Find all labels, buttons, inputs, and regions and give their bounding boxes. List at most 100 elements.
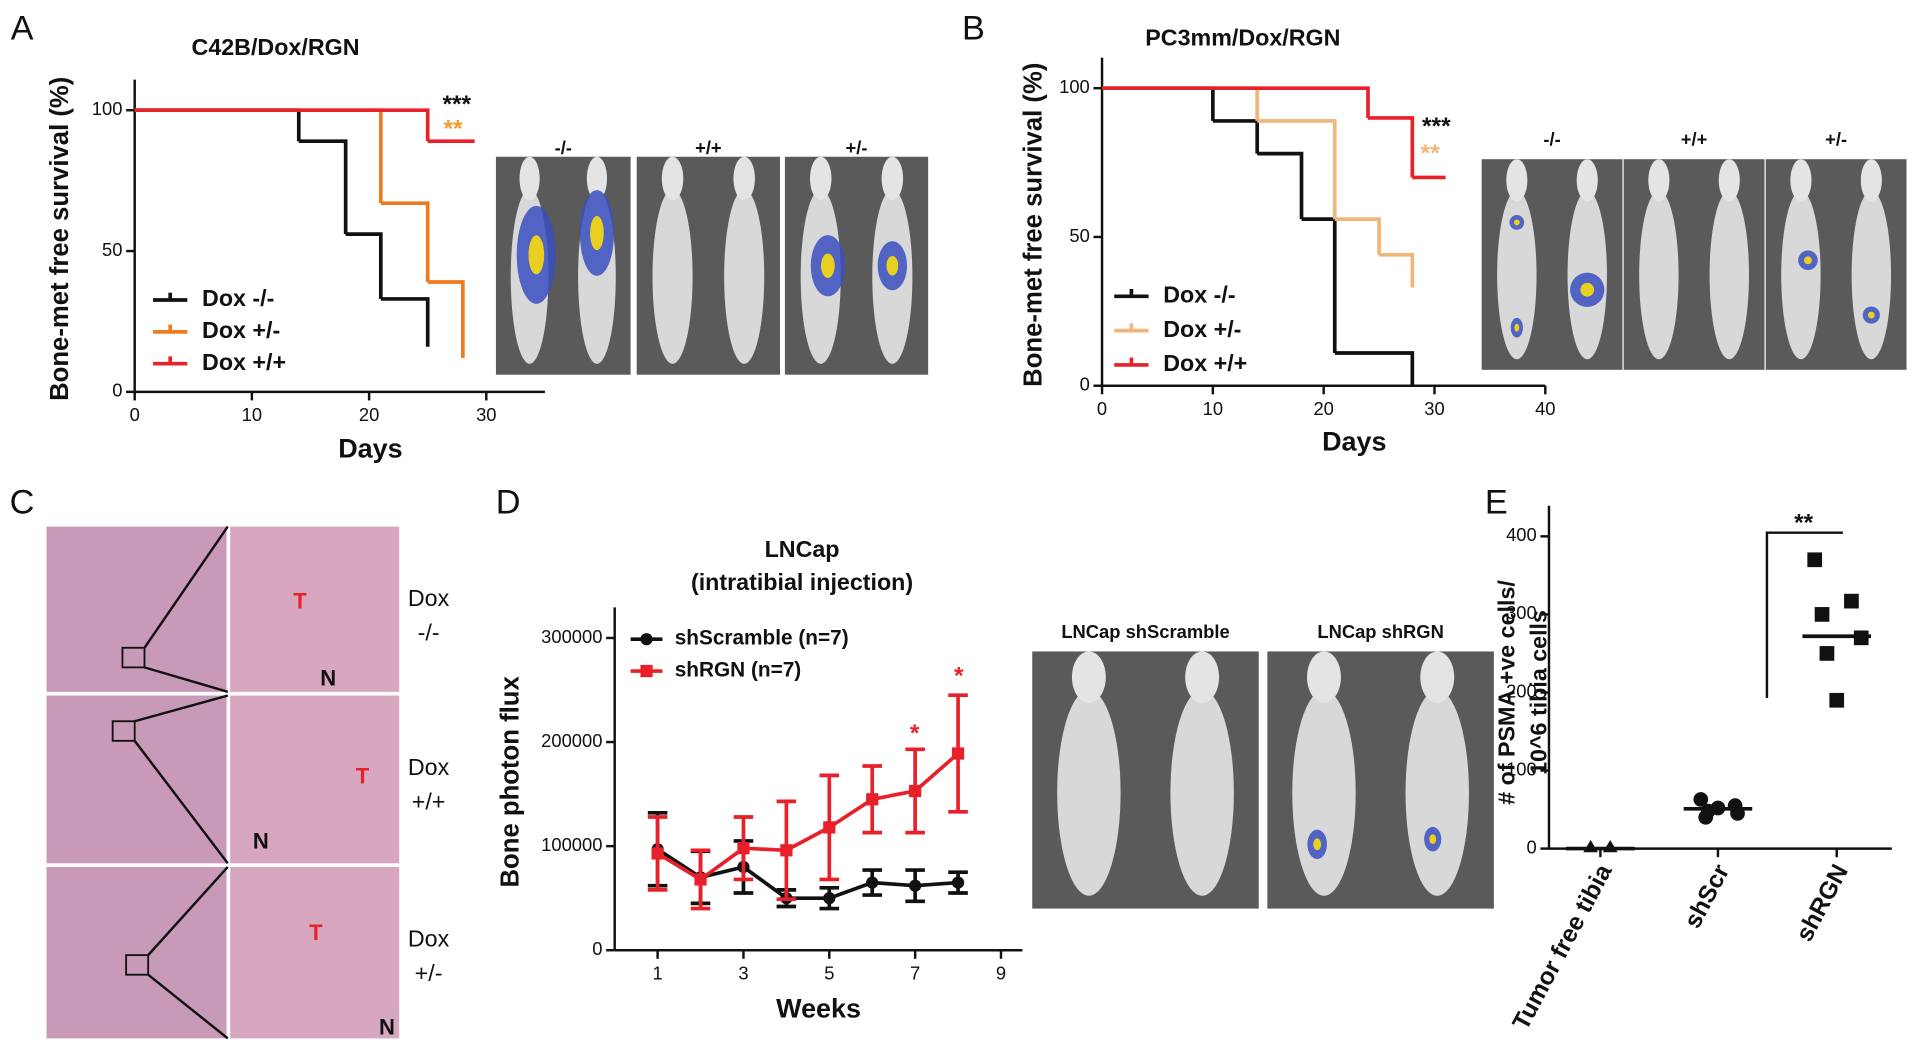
chart-title: PC3mm/Dox/RGN <box>1145 24 1340 50</box>
signal-core <box>886 255 899 276</box>
survival-step <box>345 232 383 299</box>
annotation: * <box>910 720 920 747</box>
y-axis-label: Bone-met free survival (%) <box>1019 63 1047 387</box>
point <box>1844 593 1859 609</box>
point <box>694 873 707 886</box>
survival-step <box>380 297 430 347</box>
annotation: * <box>954 663 964 690</box>
normal-marker: N <box>379 1014 395 1039</box>
row-label: Dox <box>408 585 450 611</box>
image-label: -/- <box>555 137 572 158</box>
annotation: ** <box>444 115 464 142</box>
histology-low <box>46 526 227 692</box>
zoom-lines <box>133 694 229 865</box>
signal-core <box>1580 282 1595 297</box>
point <box>909 784 922 798</box>
mouse-image <box>1765 159 1907 370</box>
y-axis-label: 10^6 tibia cells <box>1526 610 1552 775</box>
survival-step <box>380 201 430 283</box>
mouse-head <box>1648 159 1670 202</box>
point <box>737 842 750 855</box>
y-tick-label: 100 <box>92 98 123 119</box>
legend-label: Dox +/- <box>202 317 280 343</box>
point <box>866 793 879 806</box>
x-tick-label: 1 <box>653 963 663 984</box>
legend-marker <box>640 633 653 646</box>
normal-marker: N <box>253 828 269 853</box>
survival-step <box>1102 86 1260 121</box>
chart-title: LNCap <box>765 536 840 562</box>
x-tick-label: 7 <box>910 963 920 984</box>
signal-core <box>1429 834 1437 845</box>
point <box>780 844 793 857</box>
mouse-head <box>881 156 904 201</box>
x-tick-label: 40 <box>1535 398 1555 419</box>
significance-bracket <box>1765 531 1843 698</box>
legend-label: shRGN (n=7) <box>675 659 802 682</box>
row-label: +/- <box>415 960 443 986</box>
survival-step <box>1301 217 1337 354</box>
survival-step <box>427 280 465 359</box>
x-tick-label: Tumor free tibia <box>1508 860 1618 1035</box>
histology-low <box>46 866 227 1039</box>
mouse-head <box>1718 159 1740 202</box>
mouse-body <box>1781 190 1821 360</box>
mouse-head <box>1860 159 1882 202</box>
tumor-marker: T <box>293 588 307 613</box>
zoom-box <box>121 646 146 669</box>
annotation: ** <box>1794 510 1814 537</box>
mouse-head <box>519 156 540 201</box>
normal-marker: N <box>320 665 336 690</box>
mouse-head <box>586 156 608 201</box>
y-tick-label: 100000 <box>541 834 602 855</box>
mouse-image <box>1623 159 1765 370</box>
mouse-body <box>1405 690 1469 896</box>
mouse-head <box>1306 651 1341 703</box>
image-label: LNCap shRGN <box>1317 621 1443 642</box>
chart-subtitle: (intratibial injection) <box>691 569 913 595</box>
x-tick-label: 10 <box>1203 398 1223 419</box>
y-tick-label: 400 <box>1506 524 1537 545</box>
y-axis-label: Bone-met free survival (%) <box>46 77 74 401</box>
image-label: +/- <box>1825 129 1847 150</box>
survival-step <box>134 108 301 142</box>
panel-label: E <box>1485 484 1508 522</box>
image-label: -/- <box>1543 129 1560 150</box>
survival-step <box>1102 86 1370 118</box>
mouse-head <box>1790 159 1812 202</box>
x-tick-label: shScr <box>1679 860 1735 933</box>
x-axis-label: Days <box>1322 426 1386 456</box>
image-label: +/+ <box>695 137 722 158</box>
point <box>909 879 922 892</box>
x-axis-label: Days <box>338 434 402 464</box>
survival-step <box>1257 151 1304 220</box>
panel-label: B <box>962 10 985 48</box>
y-tick-label: 0 <box>1080 374 1090 395</box>
mouse-body <box>1497 190 1537 360</box>
point <box>823 892 836 905</box>
chart-title: C42B/Dox/RGN <box>192 34 360 60</box>
mouse-body <box>652 189 693 364</box>
x-tick-label: 10 <box>242 404 262 425</box>
y-tick-label: 50 <box>1069 225 1089 246</box>
point <box>951 747 965 760</box>
y-tick-label: 0 <box>1527 836 1537 857</box>
survival-step <box>1334 351 1415 386</box>
mouse-body <box>1709 190 1749 360</box>
y-tick-label: 0 <box>592 938 602 959</box>
histology-high <box>230 866 400 1039</box>
histology-low <box>46 695 227 864</box>
tumor-marker: T <box>356 763 370 788</box>
signal-core <box>528 235 545 275</box>
y-tick-label: 200 <box>1506 680 1537 701</box>
row-label: Dox <box>408 754 450 780</box>
survival-step <box>1212 119 1260 154</box>
point <box>1819 646 1835 661</box>
y-tick-label: 50 <box>102 239 122 260</box>
survival-step <box>134 108 430 142</box>
legend-label: Dox +/+ <box>202 349 286 375</box>
point <box>866 876 879 889</box>
mouse-body <box>1057 690 1121 896</box>
annotation: ** <box>1421 140 1441 167</box>
